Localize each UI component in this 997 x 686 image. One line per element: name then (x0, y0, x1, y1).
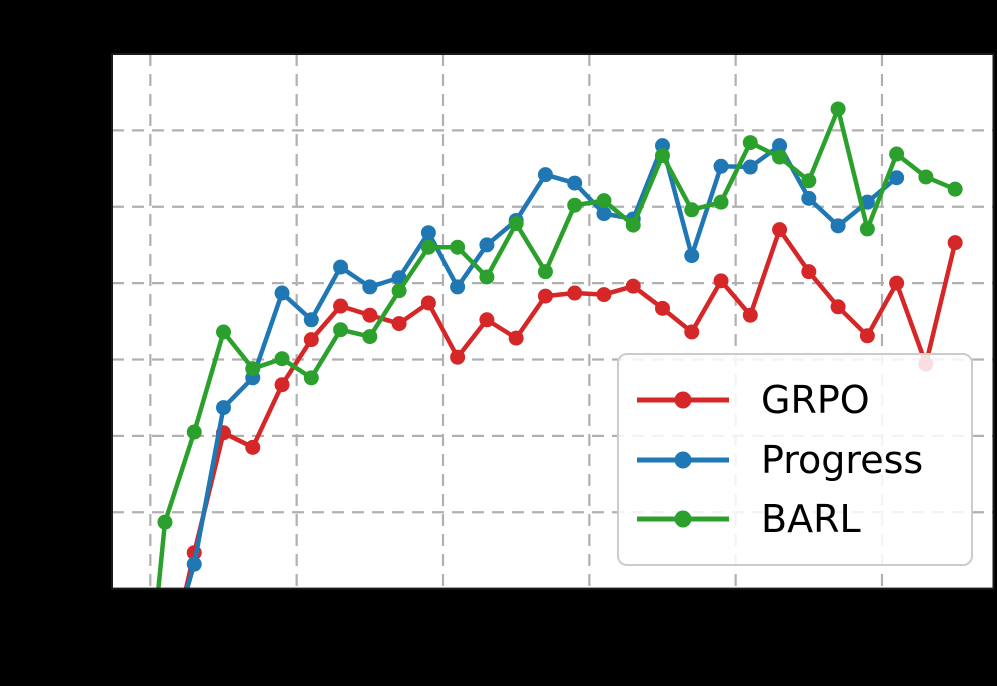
data-point-marker (918, 169, 934, 185)
data-point-marker (742, 135, 758, 151)
data-point-marker (333, 322, 349, 338)
data-point-marker (508, 216, 524, 232)
data-point-marker (333, 259, 349, 275)
data-point-marker (742, 159, 758, 175)
data-point-marker (596, 287, 612, 303)
data-point-marker (479, 269, 495, 285)
data-point-marker (859, 221, 875, 237)
data-point-marker (713, 158, 729, 174)
data-point-marker (362, 279, 378, 295)
data-point-marker (274, 351, 290, 367)
data-point-marker (889, 146, 905, 162)
data-point-marker (654, 300, 670, 316)
legend: GRPO Progress BARL (617, 353, 973, 566)
data-point-marker (889, 275, 905, 291)
data-point-marker (596, 193, 612, 209)
data-point-marker (713, 273, 729, 289)
data-point-marker (450, 279, 466, 295)
data-point-marker (654, 148, 670, 164)
series-line-grpo (183, 227, 958, 589)
data-point-marker (830, 218, 846, 234)
data-point-marker (216, 324, 232, 340)
data-point-marker (216, 400, 232, 416)
data-point-marker (537, 264, 553, 280)
data-point-marker (186, 424, 202, 440)
data-point-marker (567, 197, 583, 213)
axes-spines (111, 53, 995, 590)
series-markers-barl (157, 101, 963, 530)
legend-line-marker-progress (637, 451, 729, 468)
data-point-marker (596, 206, 612, 222)
data-point-marker (508, 330, 524, 346)
data-point-marker (479, 237, 495, 253)
data-point-marker (684, 248, 700, 264)
legend-item-barl: BARL (633, 500, 971, 538)
data-point-marker (245, 361, 261, 377)
data-point-marker (450, 239, 466, 255)
data-point-marker (537, 167, 553, 183)
data-point-marker (391, 283, 407, 299)
data-point-marker (742, 307, 758, 323)
series-group (156, 101, 963, 589)
data-point-marker (186, 556, 202, 572)
legend-label-grpo: GRPO (761, 377, 870, 422)
data-point-marker (684, 324, 700, 340)
data-point-marker (362, 307, 378, 323)
data-point-marker (801, 264, 817, 280)
data-point-marker (537, 288, 553, 304)
data-point-marker (859, 328, 875, 344)
legend-line-marker-grpo (637, 391, 729, 409)
legend-item-progress: Progress (633, 441, 971, 479)
data-point-marker (391, 316, 407, 332)
data-point-marker (889, 170, 905, 186)
data-point-marker (303, 370, 319, 386)
data-point-marker (420, 239, 436, 255)
data-point-marker (274, 285, 290, 301)
data-point-marker (274, 377, 290, 393)
data-point-marker (772, 222, 788, 238)
data-point-marker (713, 194, 729, 210)
data-point-marker (157, 514, 173, 530)
legend-label-progress: Progress (761, 437, 924, 482)
data-point-marker (479, 312, 495, 328)
data-point-marker (420, 295, 436, 311)
legend-item-grpo: GRPO (633, 381, 971, 419)
data-point-marker (947, 181, 963, 197)
data-point-marker (420, 225, 436, 241)
data-point-marker (567, 175, 583, 191)
data-point-marker (450, 349, 466, 365)
data-point-marker (684, 202, 700, 218)
data-point-marker (245, 439, 261, 455)
data-point-marker (567, 285, 583, 301)
data-point-marker (303, 332, 319, 348)
legend-line-marker-barl (637, 510, 729, 528)
data-point-marker (333, 298, 349, 314)
data-point-marker (625, 217, 641, 233)
data-point-marker (947, 235, 963, 251)
series-markers-progress (186, 138, 905, 572)
data-point-marker (830, 101, 846, 117)
data-point-marker (625, 278, 641, 294)
data-point-marker (801, 173, 817, 189)
data-point-marker (362, 329, 378, 345)
legend-label-barl: BARL (761, 497, 861, 542)
data-point-marker (303, 312, 319, 328)
data-point-marker (801, 190, 817, 206)
data-point-marker (772, 149, 788, 165)
data-point-marker (830, 299, 846, 315)
data-point-marker (772, 138, 788, 154)
